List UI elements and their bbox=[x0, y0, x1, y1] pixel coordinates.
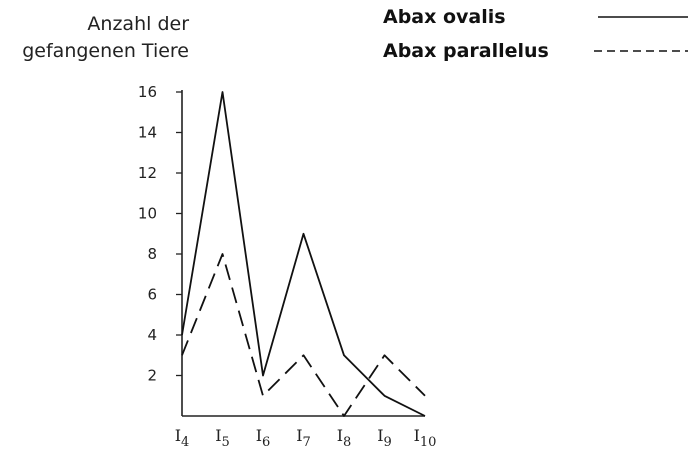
x-axis-ticks: I4 I5 I6 I7 I8 I9 I10 bbox=[175, 426, 437, 450]
y-tick-label: 4 bbox=[147, 326, 157, 344]
x-tick-label: I6 bbox=[256, 426, 271, 450]
y-axis-label-line: Anzahl der bbox=[87, 13, 189, 35]
y-tick-label: 10 bbox=[138, 205, 157, 223]
y-tick-label: 8 bbox=[147, 245, 157, 263]
legend: Abax ovalis Abax parallelus bbox=[383, 6, 688, 62]
series-lines bbox=[181, 91, 426, 417]
legend-label: Abax ovalis bbox=[383, 6, 506, 28]
x-tick-label: I9 bbox=[377, 426, 392, 450]
y-axis-label: Anzahl der gefangenen Tiere bbox=[22, 13, 189, 62]
y-axis-label-line: gefangenen Tiere bbox=[22, 40, 189, 62]
x-tick-label: I7 bbox=[296, 426, 311, 450]
y-tick-label: 14 bbox=[138, 124, 157, 142]
series-line-abax-ovalis bbox=[181, 91, 426, 417]
axes bbox=[181, 90, 425, 417]
y-tick-label: 6 bbox=[147, 286, 157, 304]
x-tick-label: I8 bbox=[337, 426, 352, 450]
x-tick-label: I4 bbox=[175, 426, 190, 450]
y-axis-ticks: 2 4 6 8 10 12 14 16 bbox=[138, 83, 182, 385]
y-tick-label: 2 bbox=[147, 367, 157, 385]
legend-label: Abax parallelus bbox=[383, 40, 549, 62]
legend-item: Abax ovalis bbox=[383, 6, 688, 28]
y-tick-label: 16 bbox=[138, 83, 157, 101]
series-line-abax-parallelus bbox=[181, 253, 426, 417]
x-tick-label: I10 bbox=[414, 426, 437, 450]
y-tick-label: 12 bbox=[138, 164, 157, 182]
legend-item: Abax parallelus bbox=[383, 40, 688, 62]
x-tick-label: I5 bbox=[215, 426, 230, 450]
